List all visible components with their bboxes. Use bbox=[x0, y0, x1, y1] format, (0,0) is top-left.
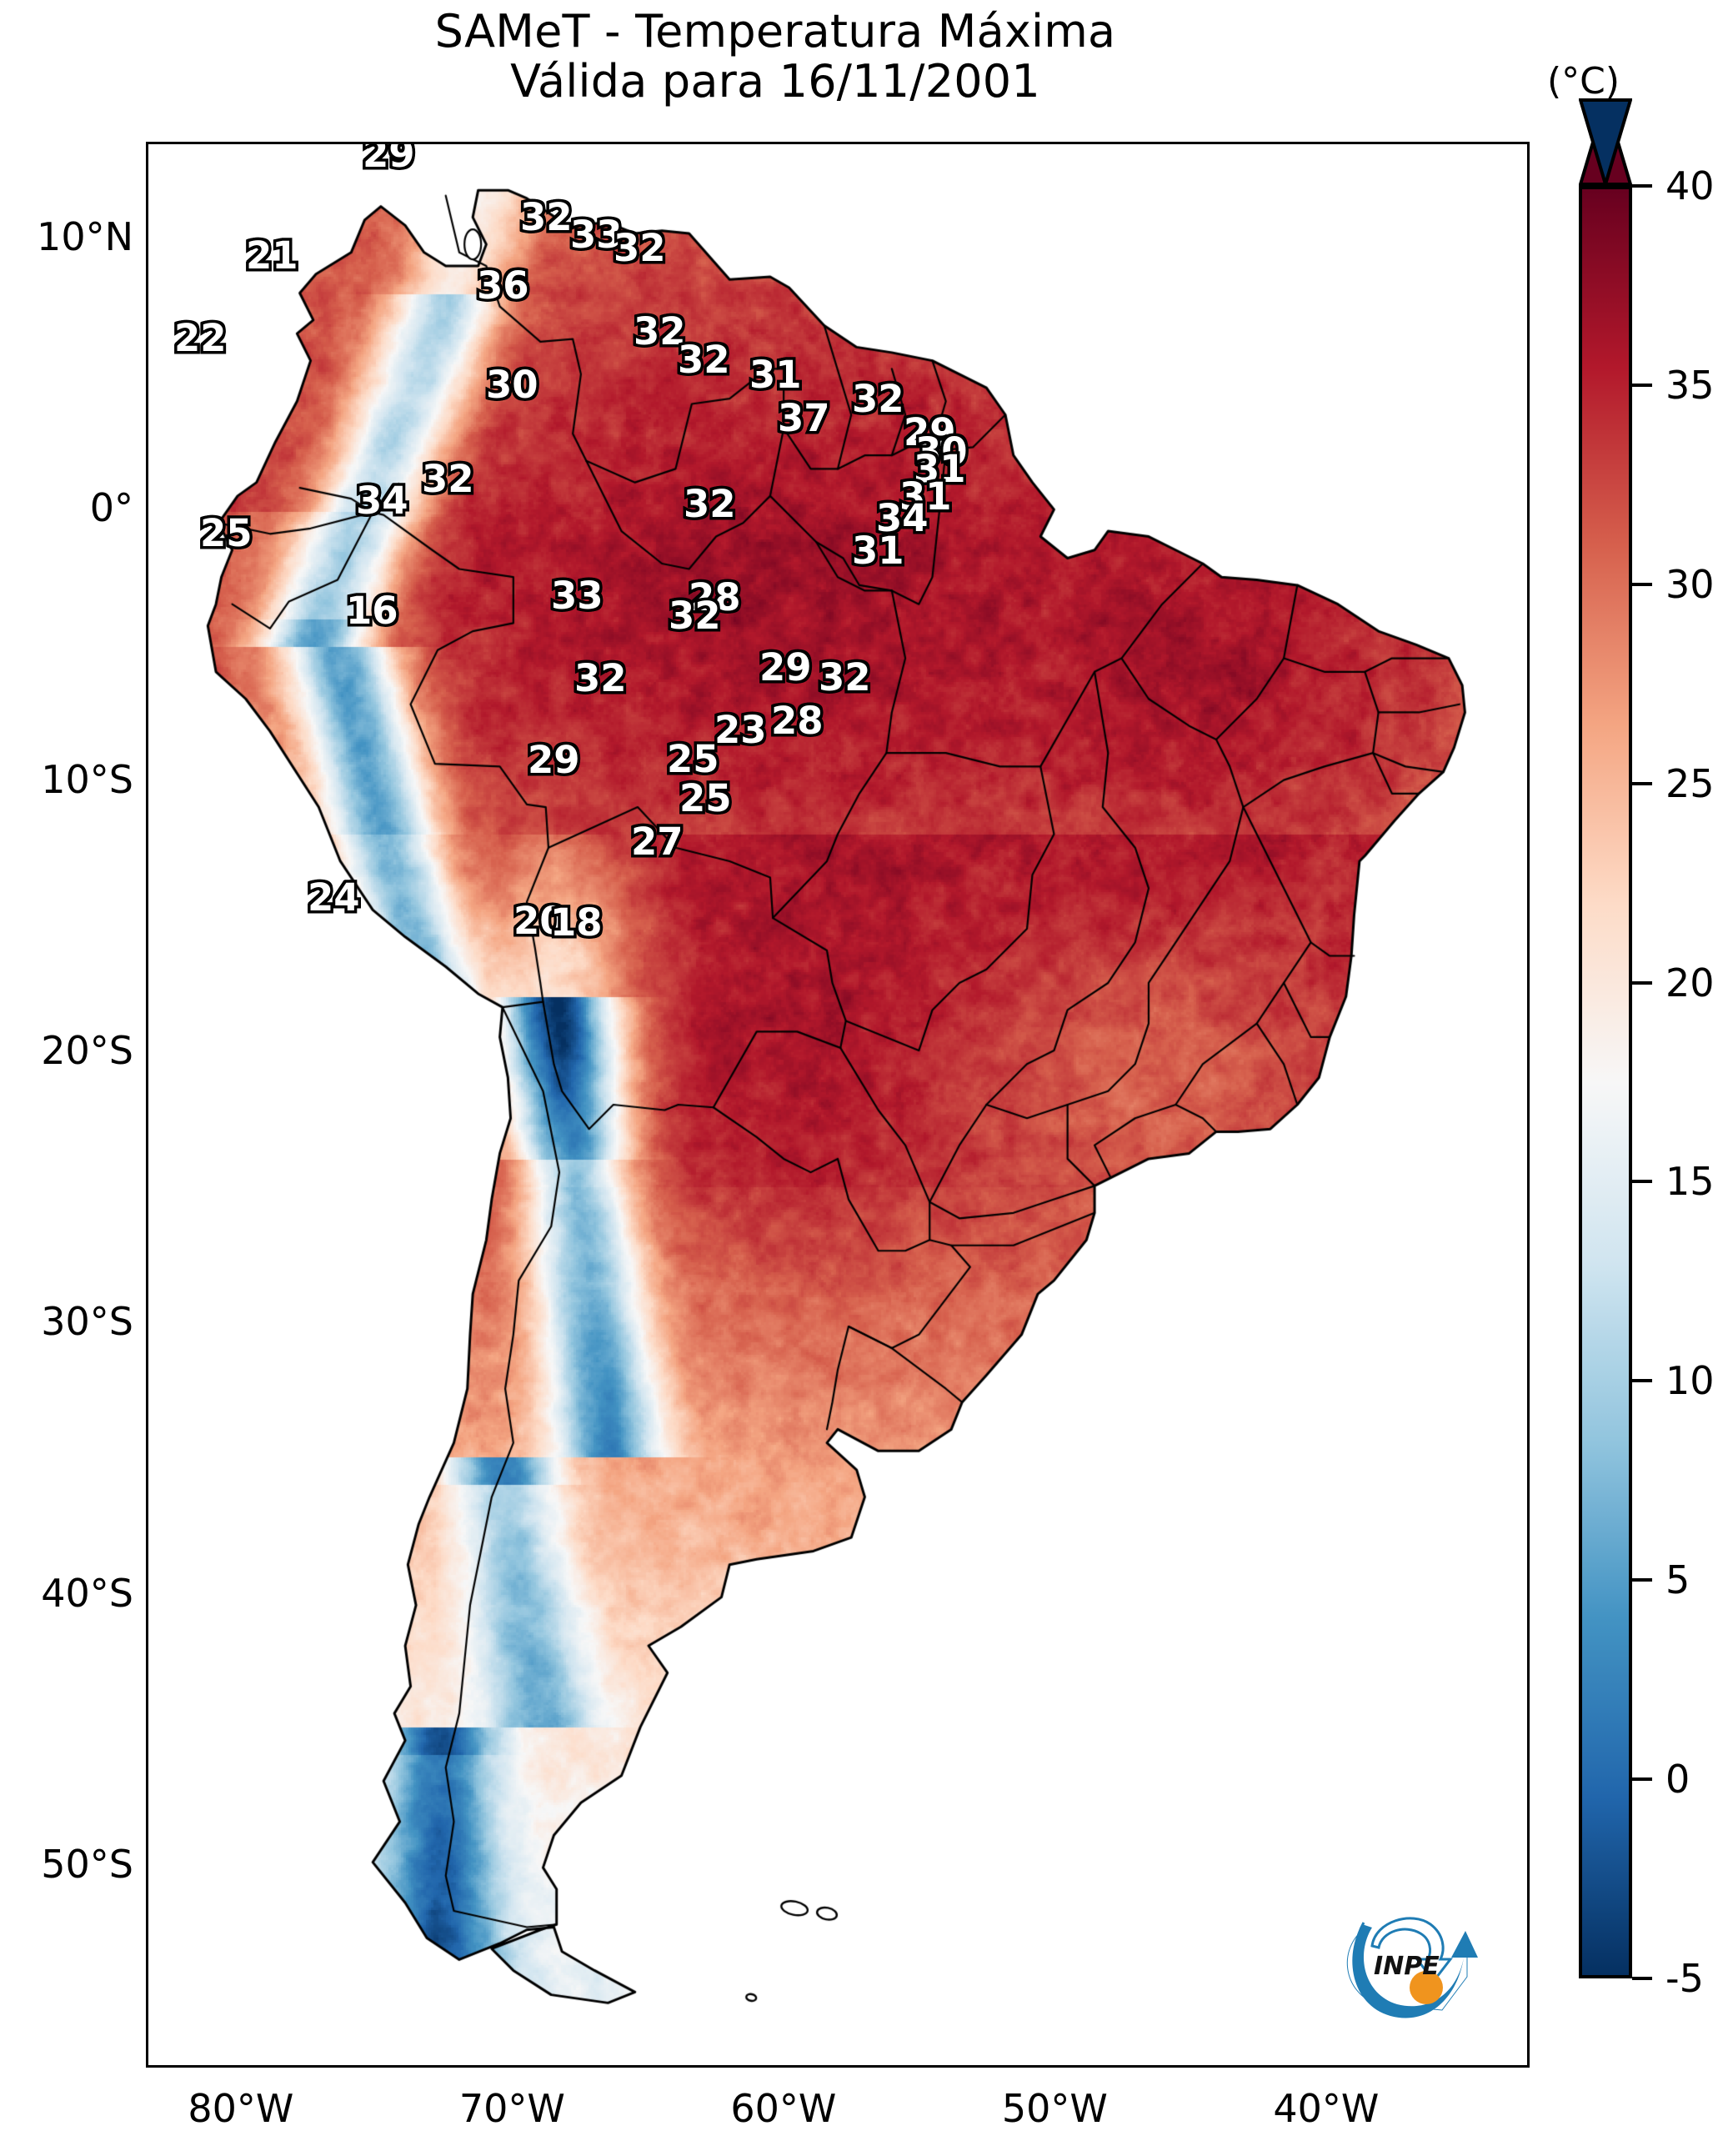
logo-down-arrow bbox=[1370, 1917, 1454, 1983]
colorbar-tick-label: 30 bbox=[1665, 561, 1715, 607]
colorbar-tick-label: 5 bbox=[1665, 1557, 1690, 1603]
title-line-1: SAMeT - Temperatura Máxima bbox=[434, 5, 1116, 58]
colorbar-tick-label: 0 bbox=[1665, 1757, 1690, 1803]
latitude-tick-label: 10°N bbox=[37, 213, 133, 259]
colorbar-tick-mark bbox=[1632, 1379, 1652, 1383]
logo-orange-dot bbox=[1410, 1971, 1443, 2004]
colorbar-tick-mark bbox=[1632, 1180, 1652, 1184]
colorbar-tick-label: 10 bbox=[1665, 1358, 1715, 1404]
title-line-2: Válida para 16/11/2001 bbox=[510, 55, 1040, 108]
longitude-tick-label: 70°W bbox=[458, 2086, 565, 2131]
colorbar-tick-mark bbox=[1632, 1977, 1652, 1980]
colorbar-tick-mark bbox=[1632, 781, 1652, 785]
colorbar-tick-label: -5 bbox=[1665, 1956, 1704, 2001]
longitude-tick-label: 50°W bbox=[1001, 2086, 1108, 2131]
colorbar-tick-mark bbox=[1632, 980, 1652, 985]
colorbar-gradient-body bbox=[1579, 186, 1632, 1978]
temperature-field-raster bbox=[148, 144, 1527, 2065]
longitude-tick-label: 40°W bbox=[1273, 2086, 1380, 2131]
colorbar-tick-mark bbox=[1632, 582, 1652, 586]
colorbar-tick-label: 25 bbox=[1665, 760, 1715, 806]
colorbar-tick-label: 40 bbox=[1665, 163, 1715, 208]
longitude-tick-label: 60°W bbox=[730, 2086, 837, 2131]
colorbar-units-label: (°C) bbox=[1547, 60, 1620, 103]
latitude-tick-label: 20°S bbox=[41, 1027, 133, 1073]
latitude-tick-label: 0° bbox=[89, 485, 133, 531]
colorbar-tick-mark bbox=[1632, 1777, 1652, 1782]
latitude-tick-label: 50°S bbox=[41, 1841, 133, 1887]
colorbar-tick-mark bbox=[1632, 383, 1652, 387]
chart-title: SAMeT - Temperatura Máxima Válida para 1… bbox=[0, 5, 1550, 108]
colorbar[interactable]: 40 35 30 25 20 15 10 5 0 -5 bbox=[1579, 98, 1715, 2068]
colorbar-tick-mark bbox=[1632, 184, 1652, 188]
map-plot-area: 29 21 32 33 32 36 22 32 32 30 31 32 37 29 30 31 32 31 34 32… bbox=[146, 142, 1530, 2068]
colorbar-tick-label: 35 bbox=[1665, 362, 1715, 408]
logo-outline-arc bbox=[1353, 1922, 1390, 2014]
colorbar-min-extend-arrow bbox=[1579, 98, 1632, 186]
latitude-tick-label: 30°S bbox=[41, 1299, 133, 1345]
colorbar-tick-label: 15 bbox=[1665, 1159, 1715, 1205]
latitude-tick-label: 10°S bbox=[41, 756, 133, 802]
logo-text: INPE bbox=[1374, 1952, 1440, 1981]
latitude-tick-label: 40°S bbox=[41, 1570, 133, 1616]
inpe-logo: INPE bbox=[1346, 1917, 1478, 2018]
colorbar-tick-mark bbox=[1632, 1578, 1652, 1582]
logo-blue-swoosh bbox=[1352, 1924, 1478, 2018]
longitude-tick-label: 80°W bbox=[188, 2086, 294, 2131]
colorbar-tick-label: 20 bbox=[1665, 960, 1715, 1005]
colorbar-gradient bbox=[1582, 189, 1629, 1975]
